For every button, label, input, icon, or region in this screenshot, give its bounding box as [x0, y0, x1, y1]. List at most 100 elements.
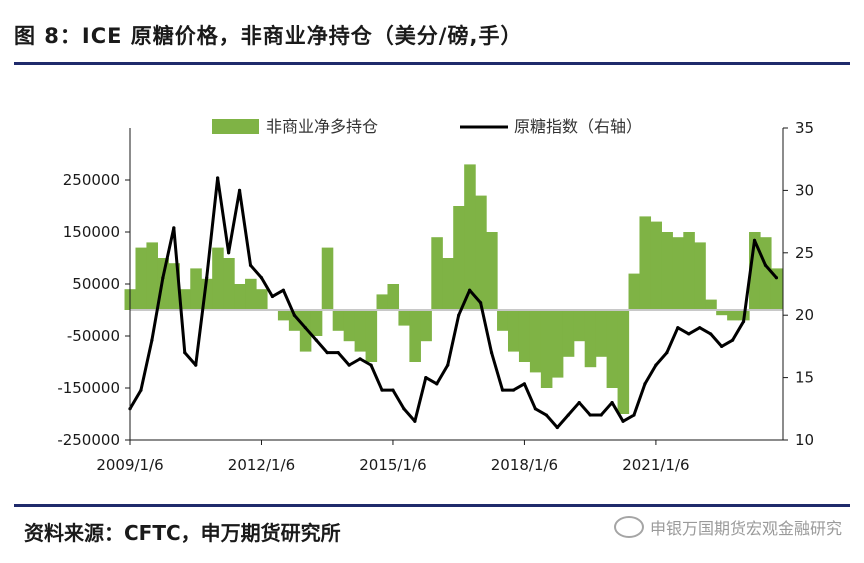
area-segment: [376, 294, 389, 310]
watermark-text: 申银万国期货宏观金融研究: [649, 519, 842, 538]
area-segment: [694, 242, 706, 310]
left-tick-label: 150000: [63, 223, 120, 241]
source-note: 资料来源：CFTC，申万期货研究所: [24, 521, 341, 545]
area-segment: [617, 310, 630, 414]
line-point: [468, 288, 472, 292]
line-point: [325, 351, 329, 355]
line-point: [413, 419, 417, 423]
line-point: [216, 176, 220, 180]
area-segment: [343, 310, 356, 342]
area-segment: [288, 310, 301, 331]
area-segment: [146, 242, 158, 310]
line-point: [380, 388, 384, 392]
line-point: [391, 388, 395, 392]
line-point: [402, 407, 406, 411]
line-point: [457, 313, 461, 317]
area-segment: [321, 247, 334, 310]
area-segment: [365, 310, 378, 362]
line-point: [237, 188, 242, 192]
line-point: [424, 376, 428, 380]
area-segment: [201, 278, 213, 310]
area-segment: [277, 310, 290, 321]
area-segment: [332, 310, 345, 331]
area-segment: [507, 310, 520, 352]
area-segment: [420, 310, 432, 342]
x-tick-label: 2015/1/6: [359, 456, 426, 474]
line-point: [698, 326, 702, 330]
area-segment: [212, 247, 224, 310]
area-segment: [584, 310, 597, 368]
line-point: [687, 332, 691, 336]
area-segment: [606, 310, 619, 388]
area-segment: [223, 258, 235, 310]
left-tick-label: -50000: [67, 327, 120, 345]
line-point: [720, 344, 724, 348]
line-point: [599, 413, 603, 417]
left-tick-label: -250000: [57, 431, 120, 449]
line-point: [435, 382, 439, 386]
area-segment: [573, 310, 586, 342]
area-segment: [672, 237, 684, 310]
area-segment: [486, 232, 498, 310]
line-point: [292, 313, 296, 317]
line-point: [752, 238, 757, 242]
line-point: [183, 351, 187, 355]
line-point: [621, 419, 625, 423]
line-point: [194, 363, 198, 367]
area-segment: [409, 310, 421, 362]
line-point: [336, 351, 340, 355]
area-segment: [179, 289, 191, 310]
line-point: [676, 326, 680, 330]
area-segment: [475, 195, 487, 310]
area-segment: [464, 164, 476, 310]
line-point: [731, 338, 735, 342]
line-point: [511, 388, 516, 392]
area-segment: [190, 268, 202, 310]
line-point: [446, 363, 450, 367]
line-point: [205, 276, 209, 280]
legend-label-area: 非商业净多持仓: [266, 117, 378, 136]
line-point: [248, 263, 253, 267]
area-segment: [431, 237, 443, 310]
line-point: [763, 263, 768, 267]
line-point: [358, 357, 362, 361]
area-segment: [562, 310, 575, 357]
line-point: [369, 363, 373, 367]
line-point: [522, 382, 527, 386]
area-segment: [727, 310, 739, 321]
area-segment: [245, 278, 257, 310]
area-segment: [256, 289, 268, 310]
line-point: [161, 276, 165, 280]
line-point: [544, 413, 548, 417]
area-segment: [749, 232, 761, 310]
line-point: [566, 413, 570, 417]
line-point: [489, 351, 494, 355]
line-point: [774, 276, 779, 280]
area-segment: [759, 237, 772, 310]
line-point: [555, 425, 559, 430]
area-segment: [234, 284, 246, 310]
line-point: [227, 251, 231, 255]
area-segment: [661, 232, 673, 310]
line-point: [500, 388, 505, 392]
area-segment: [628, 273, 641, 310]
bottom-divider: [14, 504, 850, 507]
line-point: [139, 388, 143, 392]
area-segment: [705, 299, 717, 310]
area-segment: [387, 284, 400, 310]
page-title: 图 8：ICE 原糖价格，非商业净持仓（美分/磅,手）: [14, 24, 523, 48]
axes: 250000 150000 50000 -50000 -150000 -250000 35 3…: [57, 119, 814, 474]
x-tick-label: 2012/1/6: [228, 456, 295, 474]
area-segment: [442, 258, 454, 310]
area-segment: [453, 206, 465, 310]
watermark: 申银万国期货宏观金融研究: [613, 515, 842, 539]
x-tick-label: 2018/1/6: [491, 456, 558, 474]
area-segment: [639, 216, 652, 310]
area-segment: [683, 232, 695, 310]
line-point: [632, 413, 636, 417]
legend-label-line: 原糖指数（右轴）: [514, 117, 642, 136]
left-tick-label: 50000: [72, 275, 120, 293]
left-tick-label: -150000: [57, 379, 120, 397]
area-segment: [135, 247, 148, 310]
area-segment: [540, 310, 553, 388]
